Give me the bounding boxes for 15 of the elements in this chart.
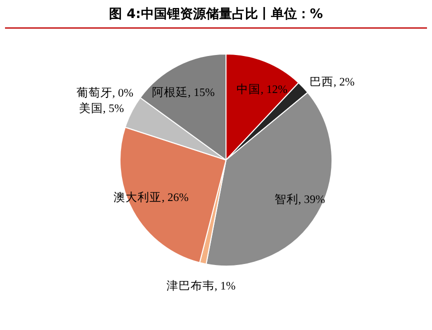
data-label: , 1% [214,280,236,293]
data-label: , 5% [102,103,124,116]
slice-label: 美国 [78,101,103,116]
slice-label: 津巴布韦 [166,280,214,293]
data-label: , 2% [333,76,355,89]
slice-label: 阿根廷 [152,86,188,99]
text: , 0% [112,88,134,100]
slice-label: 巴西 [309,76,334,89]
chart-title: 图 4:中国锂资源储量占比丨单位：% [109,6,323,22]
slice-label: 智利 [274,192,298,206]
data-label: , 12% [260,84,288,96]
data-label: , 26% [162,192,189,204]
category-label: 葡萄牙 [76,88,112,100]
slice-label: 中国 [236,83,261,96]
data-label: , 15% [188,87,216,99]
